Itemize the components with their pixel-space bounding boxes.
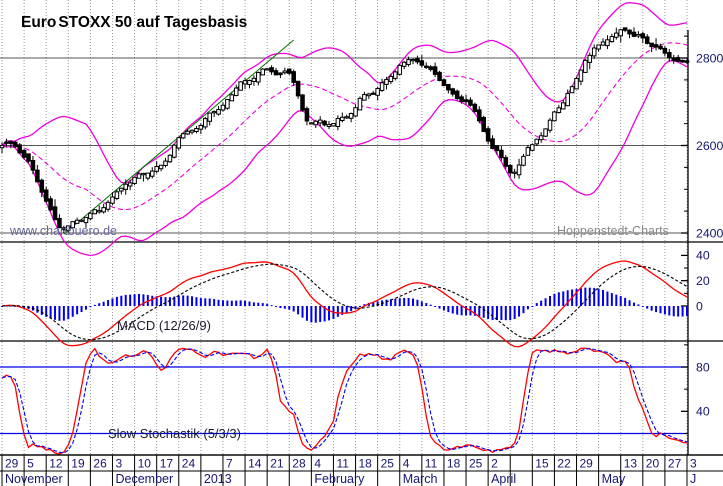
svg-text:J: J bbox=[690, 472, 696, 486]
svg-text:www.chartbuero.de: www.chartbuero.de bbox=[9, 224, 117, 238]
svg-text:20: 20 bbox=[696, 274, 710, 288]
svg-text:21: 21 bbox=[270, 457, 284, 471]
svg-text:7: 7 bbox=[226, 457, 233, 471]
svg-text:28: 28 bbox=[292, 457, 306, 471]
svg-text:April: April bbox=[491, 472, 516, 486]
svg-text:22: 22 bbox=[557, 457, 571, 471]
svg-text:29: 29 bbox=[5, 457, 19, 471]
svg-text:3: 3 bbox=[116, 457, 123, 471]
svg-text:February: February bbox=[314, 472, 365, 486]
svg-text:40: 40 bbox=[696, 405, 710, 419]
svg-text:80: 80 bbox=[696, 360, 710, 374]
svg-text:15: 15 bbox=[535, 457, 549, 471]
svg-text:26: 26 bbox=[93, 457, 107, 471]
svg-text:4: 4 bbox=[403, 457, 410, 471]
svg-text:18: 18 bbox=[447, 457, 461, 471]
svg-text:Slow Stochastik (5/3/3): Slow Stochastik (5/3/3) bbox=[108, 426, 241, 441]
svg-text:2600: 2600 bbox=[696, 139, 723, 153]
svg-text:0: 0 bbox=[696, 299, 703, 313]
svg-text:2800: 2800 bbox=[696, 51, 723, 65]
svg-text:May: May bbox=[602, 472, 626, 486]
svg-text:3: 3 bbox=[690, 457, 697, 471]
svg-text:29: 29 bbox=[580, 457, 594, 471]
svg-text:4: 4 bbox=[314, 457, 321, 471]
svg-text:20: 20 bbox=[646, 457, 660, 471]
svg-text:10: 10 bbox=[138, 457, 152, 471]
svg-text:19: 19 bbox=[71, 457, 85, 471]
svg-text:March: March bbox=[403, 472, 438, 486]
svg-text:11: 11 bbox=[425, 457, 438, 471]
svg-text:24: 24 bbox=[182, 457, 196, 471]
svg-text:27: 27 bbox=[668, 457, 682, 471]
svg-text:12: 12 bbox=[49, 457, 63, 471]
svg-text:December: December bbox=[116, 472, 174, 486]
svg-text:17: 17 bbox=[160, 457, 174, 471]
svg-text:Hoppenstedt-Charts: Hoppenstedt-Charts bbox=[557, 224, 669, 238]
svg-text:2400: 2400 bbox=[696, 226, 723, 240]
svg-text:2: 2 bbox=[491, 457, 498, 471]
svg-text:MACD (12/26/9): MACD (12/26/9) bbox=[117, 318, 211, 333]
svg-text:11: 11 bbox=[337, 457, 350, 471]
svg-text:November: November bbox=[5, 472, 63, 486]
svg-text:2013: 2013 bbox=[204, 472, 232, 486]
svg-text:5: 5 bbox=[27, 457, 34, 471]
svg-text:14: 14 bbox=[248, 457, 262, 471]
svg-text:18: 18 bbox=[359, 457, 373, 471]
svg-text:13: 13 bbox=[624, 457, 638, 471]
svg-text:40: 40 bbox=[696, 249, 710, 263]
svg-text:25: 25 bbox=[381, 457, 395, 471]
svg-text:25: 25 bbox=[469, 457, 483, 471]
